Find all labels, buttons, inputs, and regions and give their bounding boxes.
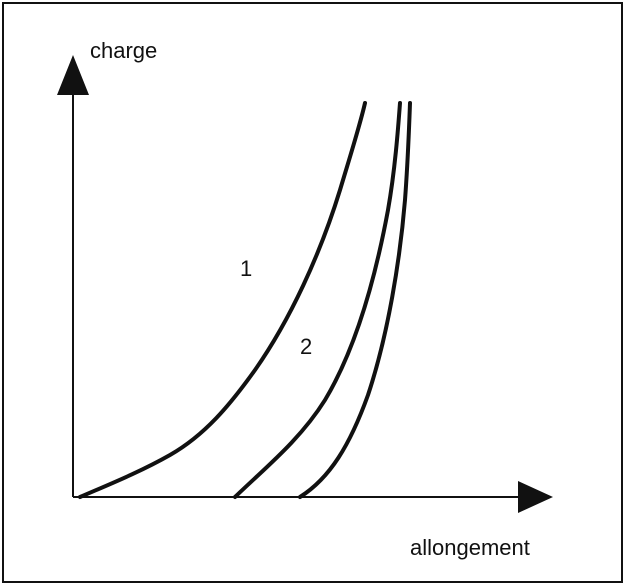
curve-2 [233, 101, 402, 499]
y-axis-label: charge [90, 38, 157, 63]
curve-3 [298, 101, 412, 499]
curve-1 [78, 101, 367, 499]
x-arrow [518, 481, 553, 513]
curve-label: 1 [240, 256, 252, 281]
x-axis-label: allongement [410, 535, 530, 560]
y-arrow [57, 55, 89, 95]
curve-label: 2 [300, 334, 312, 359]
